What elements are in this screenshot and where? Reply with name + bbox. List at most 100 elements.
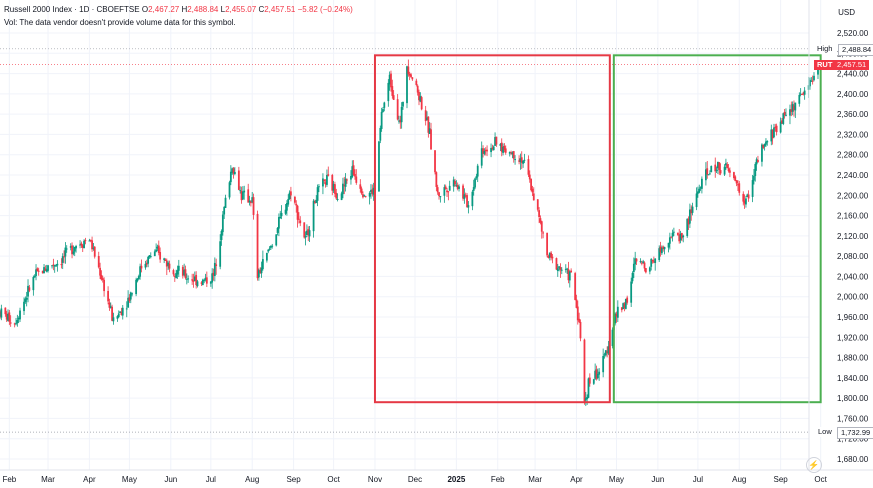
candle-body [223,206,226,215]
candle-body [512,151,515,159]
candle-body [700,178,703,189]
candle-body [229,171,232,183]
candle-body [136,278,139,282]
candlestick-series [0,59,822,407]
candle-body [523,159,526,161]
symbol-name[interactable]: Russell 2000 Index · 1D · CBOEFTSE [4,5,140,14]
candle-body [687,218,690,225]
candle-body [510,152,512,154]
candle-body [331,174,334,191]
price-axis[interactable]: 2,520.002,480.002,440.002,400.002,360.00… [808,0,869,470]
open-label: O [141,5,149,14]
candle-body [492,146,495,151]
candle-body [594,370,597,379]
tradingview-logo-icon[interactable]: ⚡ [806,457,822,473]
candle-body [531,188,534,193]
candle-body [84,240,87,242]
candle-body [799,93,802,95]
candle-body [314,201,316,204]
candle-body [285,203,288,211]
candle-body [813,75,815,81]
candle-body [13,323,16,325]
candle-body [99,267,101,276]
candle-body [298,218,300,220]
candle-body [482,148,484,154]
candle-body [763,143,766,147]
x-tick-label: Sep [774,475,789,484]
candle-body [125,308,128,310]
candle-body [766,141,769,143]
candle-body [408,73,411,76]
y-tick-label: 2,440.00 [837,70,869,79]
candle-body [438,192,440,197]
candle-body [324,182,327,185]
candle-body [318,186,320,188]
candle-body [340,193,343,201]
candle-body [155,249,158,252]
candle-body [663,246,666,250]
y-tick-label: 1,800.00 [837,394,869,403]
candle-body [483,150,486,154]
candle-body [400,107,403,123]
candle-body [44,268,47,271]
candle-body [402,101,404,107]
y-tick-label: 2,000.00 [837,293,869,302]
candle-body [548,252,551,258]
candle-body [570,270,573,273]
candle-body [276,227,279,233]
candle-body [416,85,419,93]
candle-body [419,96,422,102]
candle-body [72,251,75,254]
candle-body [532,193,535,201]
candle-body [753,175,755,181]
candle-body [494,137,496,146]
candle-body [411,77,414,80]
x-tick-label: Feb [491,475,505,484]
candle-body [444,186,447,190]
symbol-tag-label: RUT [814,59,836,70]
candle-body [717,161,719,169]
candle-body [503,146,506,150]
candle-body [547,256,550,259]
time-axis[interactable]: Feb Mar Apr May Jun Jul Aug Sep Oct Nov Dec 2025 Feb… [0,469,873,484]
candle-body [27,285,29,297]
low-label: L [220,5,226,14]
green-rectangle-drawing[interactable] [612,54,822,404]
candle-body [817,68,819,75]
red-rectangle-drawing[interactable] [373,54,611,404]
candle-body [508,152,511,154]
candle-body [153,251,156,257]
candle-body [167,262,170,266]
candle-body [121,307,124,316]
candle-body [7,313,9,321]
drawing-boxes[interactable] [373,54,822,404]
candle-body [145,262,148,265]
candle-body [781,120,783,124]
candle-body [69,246,72,248]
candle-body [745,198,747,205]
x-tick-label: 2025 [447,475,465,484]
candle-body [45,269,48,272]
candle-body [472,187,475,191]
candle-body [651,259,654,262]
candle-body [157,245,160,253]
candle-body [696,191,699,194]
candle-body [707,174,710,176]
currency-selector[interactable]: USD [838,8,855,17]
candle-body [430,129,432,150]
candle-body [462,185,464,199]
candle-body [241,191,244,200]
last-price-tag: 2,457.51 [834,59,870,70]
candle-body [652,261,655,263]
x-tick-label: Dec [408,475,422,484]
candle-body [757,159,759,163]
y-tick-label: 2,080.00 [837,252,869,261]
candle-body [342,183,344,195]
candle-body [24,298,27,302]
candle-body [326,175,328,185]
candle-body [240,191,243,201]
candle-body [5,313,8,320]
candle-body [284,209,287,214]
candle-body [546,232,549,256]
